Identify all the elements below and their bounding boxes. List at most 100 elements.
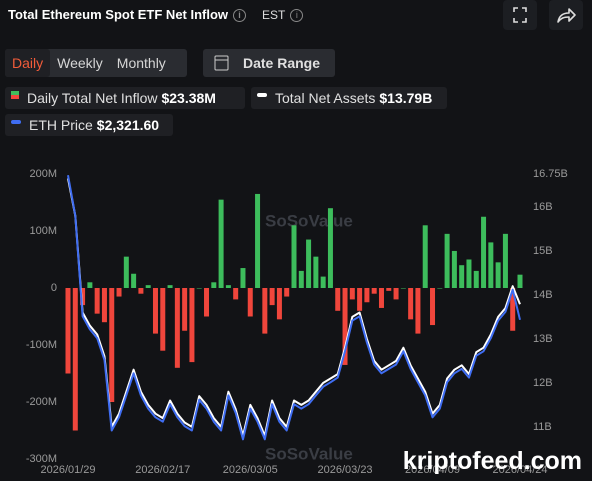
tab[interactable]: Weekly [57,55,103,71]
legend-item[interactable]: Daily Total Net Inflow $23.38M [5,87,245,109]
bar [182,288,188,331]
bar [357,288,363,311]
bar [430,288,436,326]
info-icon[interactable]: i [290,9,304,22]
bar [364,288,370,303]
bar [284,288,290,297]
bar [174,288,180,368]
title: Total Ethereum Spot ETF Net Inflow i [8,7,247,22]
bar [400,288,406,289]
bar [488,242,494,288]
bar [167,285,173,288]
bar [306,239,312,288]
bar [145,285,151,288]
y2-tick-label: 12B [533,377,553,389]
legend-value: $23.38M [161,90,216,106]
bar [269,288,275,306]
info-icon[interactable]: i [233,9,247,22]
y-tick-label: 200M [29,168,57,180]
bar [233,288,239,300]
y2-tick-label: 16B [533,201,553,213]
line [67,175,521,441]
bar [502,233,508,288]
bar [218,199,224,288]
y2-tick-label: 15B [533,245,553,257]
line [67,178,521,437]
bar [422,225,428,288]
timezone-text: EST [262,8,286,22]
timezone[interactable]: EST i [262,8,304,22]
y2-tick-label: 14B [533,289,553,301]
bar [196,288,202,289]
tab[interactable]: Daily [5,49,51,77]
y-tick-label: 0 [51,282,57,294]
bar [276,288,282,320]
legend-item[interactable]: ETH Price $2,321.60 [5,114,173,136]
legend-swatch [257,93,267,97]
bar [481,216,487,288]
bar [138,288,144,294]
bar [116,288,122,297]
y-tick-label: 100M [29,225,57,237]
bar [393,288,399,300]
legend-swatch [11,91,19,99]
bar [415,288,421,334]
bar [510,288,516,331]
bar [291,225,297,288]
legend-label: Daily Total Net Inflow [27,90,158,106]
bar [204,288,210,317]
legend-label: Total Net Assets [275,90,376,106]
y2-tick-label: 16.75B [533,168,568,180]
bar [459,265,465,288]
bar [101,288,107,323]
bar [240,268,246,288]
tab[interactable]: Monthly [116,55,166,71]
period-tabs: Daily Weekly Monthly [5,49,187,77]
bar [225,285,231,288]
bar [517,274,523,288]
title-text: Total Ethereum Spot ETF Net Inflow [8,7,229,22]
bar [94,288,100,314]
y-tick-label: -100M [26,339,57,351]
bar [444,233,450,288]
bar [109,288,115,402]
legend-value: $2,321.60 [96,117,160,133]
bar [87,282,93,288]
bar [437,288,443,289]
bar [466,259,472,288]
bar [211,282,217,288]
legend-label: ETH Price [29,117,93,133]
y-tick-label: -200M [26,396,57,408]
share-icon [557,8,576,23]
bar [65,288,71,374]
bar [386,288,392,291]
overlay-text: kriptofeed.com [402,447,582,475]
calendar-icon [214,55,229,71]
x-tick-label: 2026/01/29 [40,464,95,476]
legend-value: $13.79B [379,90,433,106]
bar [408,288,414,320]
x-tick-label: 2026/03/05 [223,464,278,476]
bar [495,262,501,288]
y2-tick-label: 13B [533,333,553,345]
legend-swatch [11,120,21,124]
bar [378,288,384,308]
bar [72,288,78,431]
bar [335,288,341,311]
bar [152,288,158,334]
bar [451,250,457,288]
date-range-button[interactable]: Date Range [203,49,335,77]
bar [298,270,304,288]
bar [342,288,348,365]
share-button[interactable] [549,0,583,30]
legend-item[interactable]: Total Net Assets $13.79B [251,87,447,109]
y-tick-label: -300M [26,453,57,465]
bar [313,256,319,288]
bar [247,288,253,317]
bar [131,273,137,288]
bar [371,288,377,294]
bar [262,288,268,334]
bar [80,288,86,306]
fullscreen-button[interactable] [503,0,537,30]
